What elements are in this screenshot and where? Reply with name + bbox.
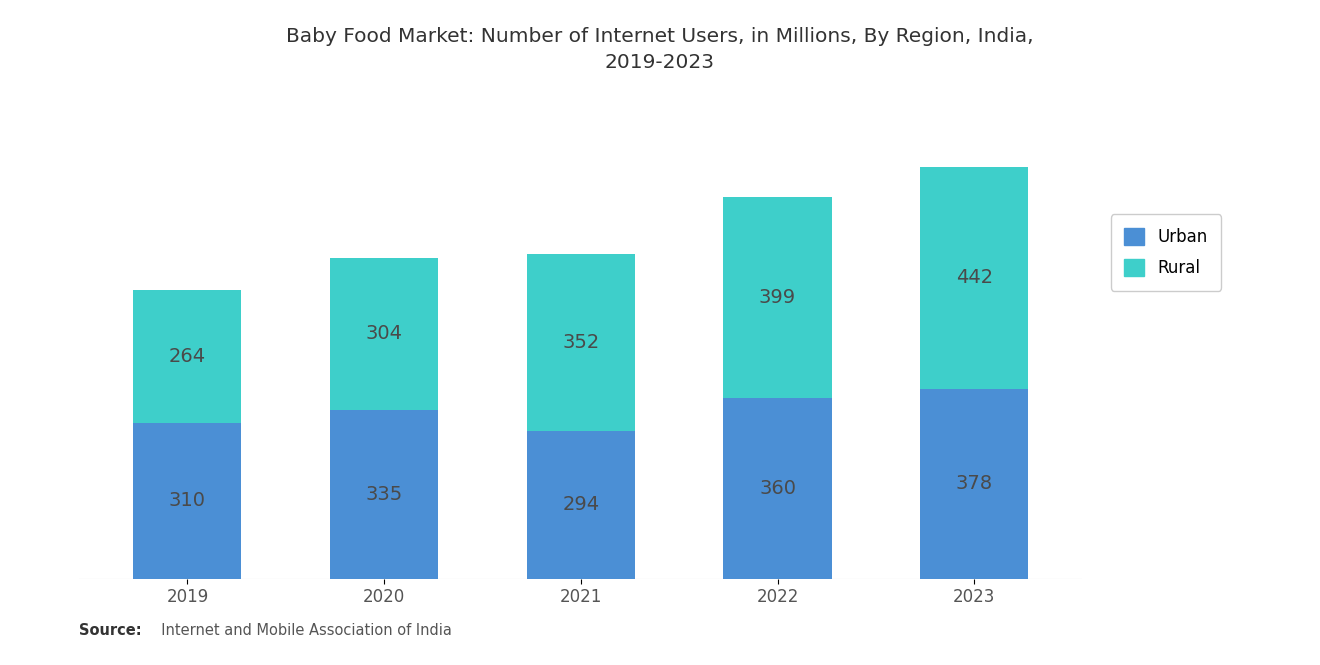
- Bar: [330, 410, 438, 579]
- Text: 360: 360: [759, 479, 796, 497]
- Bar: [920, 167, 1028, 388]
- Bar: [133, 290, 242, 423]
- Bar: [330, 257, 438, 410]
- Text: 264: 264: [169, 347, 206, 366]
- Text: 378: 378: [956, 474, 993, 493]
- Bar: [527, 431, 635, 579]
- Text: 310: 310: [169, 491, 206, 510]
- Bar: [527, 254, 635, 431]
- Text: Source:: Source:: [79, 623, 141, 638]
- Text: 335: 335: [366, 485, 403, 504]
- Text: 294: 294: [562, 495, 599, 514]
- Text: Baby Food Market: Number of Internet Users, in Millions, By Region, India,
2019-: Baby Food Market: Number of Internet Use…: [286, 27, 1034, 72]
- Bar: [723, 398, 832, 579]
- Bar: [723, 198, 832, 398]
- Legend: Urban, Rural: Urban, Rural: [1111, 215, 1221, 291]
- Bar: [133, 423, 242, 579]
- Text: 304: 304: [366, 325, 403, 343]
- Text: 399: 399: [759, 288, 796, 307]
- Bar: [920, 388, 1028, 579]
- Text: 352: 352: [562, 333, 599, 352]
- Text: 442: 442: [956, 268, 993, 287]
- Text: Internet and Mobile Association of India: Internet and Mobile Association of India: [152, 623, 451, 638]
